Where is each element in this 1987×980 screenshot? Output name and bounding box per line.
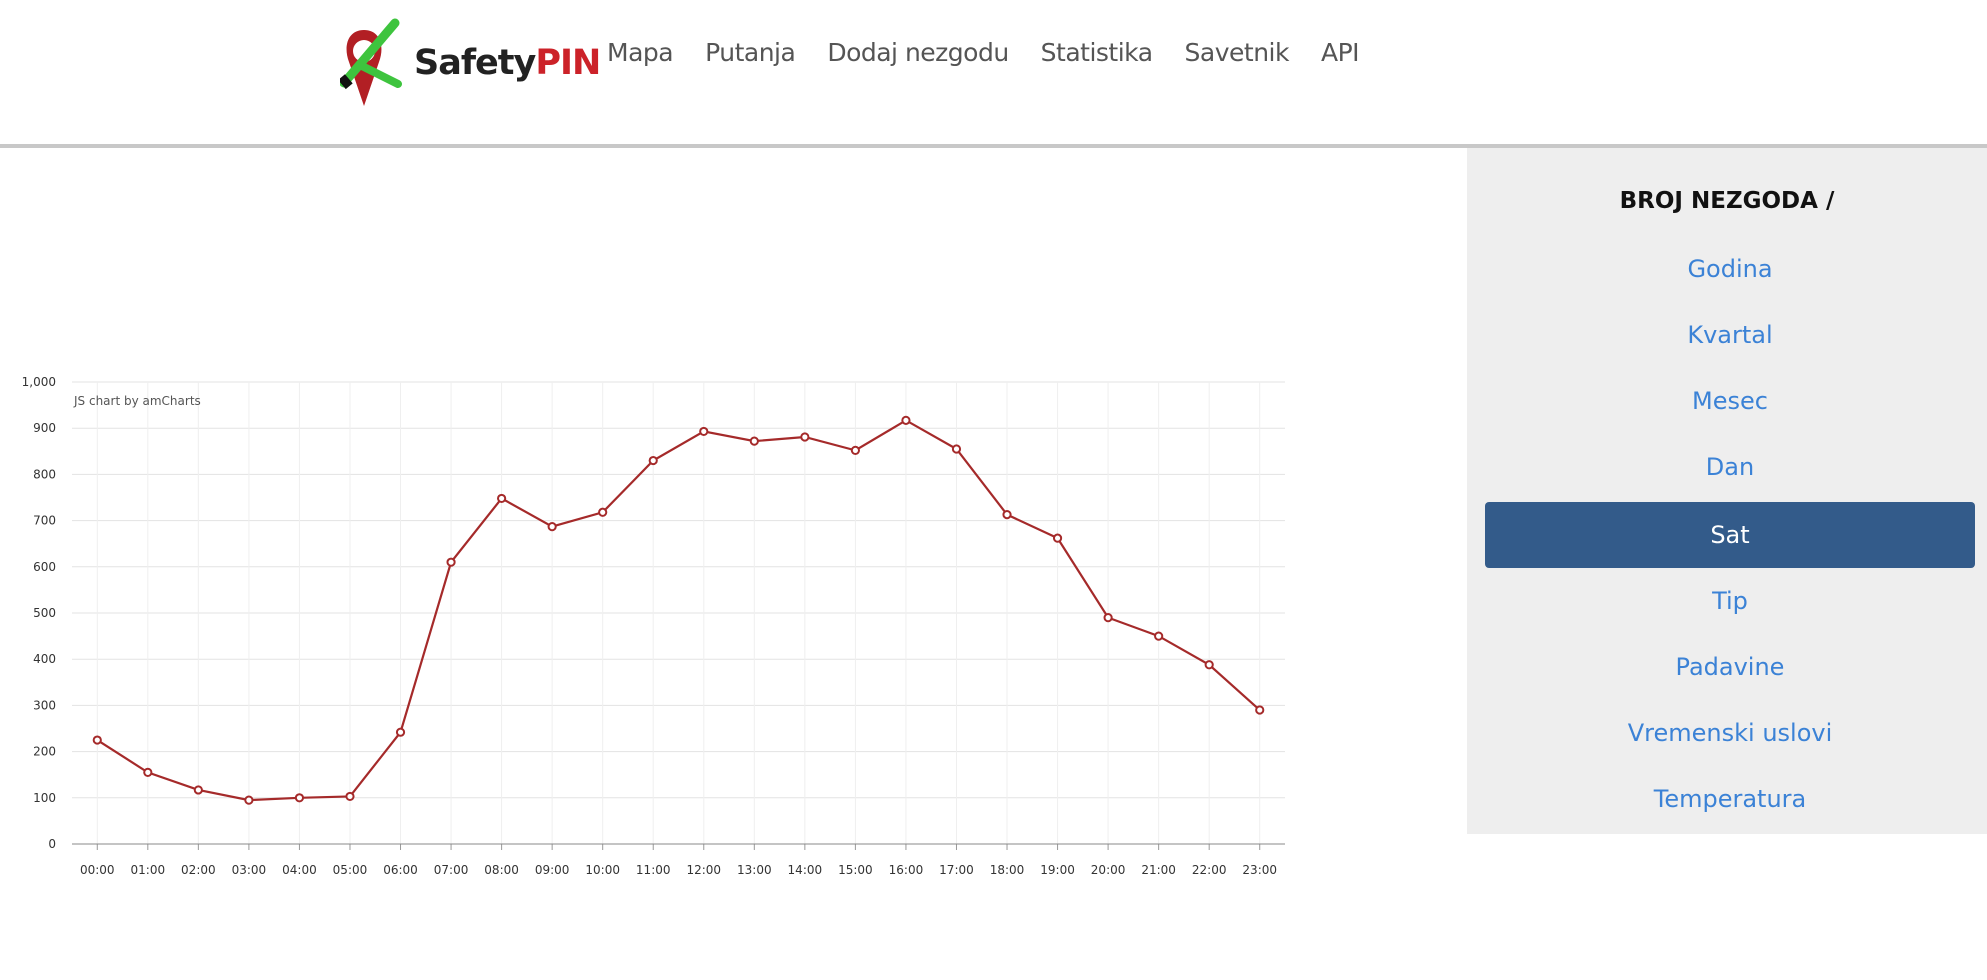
chart-credit: JS chart by amCharts — [73, 394, 201, 408]
data-point — [395, 727, 406, 737]
data-point — [1103, 613, 1113, 623]
safetypin-logo-icon — [340, 18, 402, 106]
logo[interactable]: SafetyPIN — [340, 18, 601, 108]
x-tick-label: 21:00 — [1141, 863, 1176, 877]
x-tick-label: 15:00 — [838, 863, 873, 877]
x-tick-label: 16:00 — [889, 863, 924, 877]
sidebar-item-vremenski-uslovi[interactable]: Vremenski uslovi — [1627, 719, 1833, 747]
nav-statistika[interactable]: Statistika — [1040, 38, 1153, 67]
x-tick-label: 17:00 — [939, 863, 974, 877]
sidebar-item-padavine[interactable]: Padavine — [1675, 653, 1785, 681]
data-point — [1154, 631, 1164, 641]
y-tick-label: 300 — [33, 698, 56, 712]
y-tick-label: 1,000 — [22, 375, 56, 389]
data-point — [1052, 533, 1063, 543]
x-tick-label: 02:00 — [181, 863, 216, 877]
x-tick-label: 04:00 — [282, 863, 317, 877]
data-point — [497, 493, 507, 504]
main-nav: Mapa Putanja Dodaj nezgodu Statistika Sa… — [607, 38, 1391, 67]
nav-putanja[interactable]: Putanja — [705, 38, 796, 67]
logo-text: SafetyPIN — [414, 43, 601, 83]
x-tick-label: 13:00 — [737, 863, 772, 877]
sidebar-item-dan[interactable]: Dan — [1705, 453, 1755, 481]
nav-savetnik[interactable]: Savetnik — [1184, 38, 1290, 67]
nav-dodaj-nezgodu[interactable]: Dodaj nezgodu — [827, 38, 1009, 67]
y-tick-label: 200 — [33, 745, 56, 759]
x-tick-label: 07:00 — [434, 863, 469, 877]
y-tick-label: 900 — [33, 421, 56, 435]
data-point — [800, 432, 810, 442]
nav-mapa[interactable]: Mapa — [607, 38, 674, 67]
y-tick-label: 500 — [33, 606, 56, 620]
x-tick-label: 00:00 — [80, 863, 115, 877]
y-tick-label: 0 — [48, 837, 56, 851]
sidebar-item-tip[interactable]: Tip — [1712, 587, 1748, 615]
data-point — [598, 507, 608, 517]
sidebar-item-godina[interactable]: Godina — [1687, 255, 1773, 283]
header-divider — [0, 144, 1987, 148]
x-tick-label: 19:00 — [1040, 863, 1075, 877]
sidebar-item-temperatura[interactable]: Temperatura — [1653, 785, 1807, 813]
data-point — [345, 791, 355, 802]
header: SafetyPIN Mapa Putanja Dodaj nezgodu Sta… — [0, 0, 1987, 145]
data-point — [1002, 509, 1012, 520]
statistics-sidebar: BROJ NEZGODA / Godina Kvartal Mesec Dan … — [1467, 148, 1987, 834]
x-tick-label: 12:00 — [686, 863, 721, 877]
data-point — [951, 444, 962, 454]
data-point — [294, 793, 305, 803]
logo-text-pin: PIN — [535, 43, 601, 83]
data-point — [749, 436, 759, 446]
x-tick-label: 05:00 — [333, 863, 368, 877]
sidebar-item-mesec[interactable]: Mesec — [1692, 387, 1768, 415]
data-point — [901, 415, 911, 425]
x-tick-label: 10:00 — [585, 863, 620, 877]
y-tick-label: 700 — [33, 514, 56, 528]
x-tick-label: 11:00 — [636, 863, 671, 877]
data-point — [143, 767, 153, 777]
sidebar-title: BROJ NEZGODA / — [1619, 188, 1835, 214]
series-line — [96, 419, 1261, 802]
y-tick-label: 100 — [33, 791, 56, 805]
x-tick-label: 22:00 — [1192, 863, 1227, 877]
sidebar-item-kvartal[interactable]: Kvartal — [1687, 321, 1773, 349]
x-tick-label: 01:00 — [131, 863, 166, 877]
y-tick-label: 600 — [33, 560, 56, 574]
data-point — [1204, 660, 1214, 670]
y-tick-label: 400 — [33, 652, 56, 666]
accidents-by-hour-chart: 0 100 200 300 400 500 600 700 800 900 1,000 00:00 01… — [22, 375, 1285, 877]
nav-api[interactable]: API — [1320, 38, 1360, 67]
data-point — [92, 735, 102, 745]
logo-text-safety: Safety — [414, 43, 536, 83]
x-tick-label: 06:00 — [383, 863, 418, 877]
y-tick-label: 800 — [33, 467, 56, 481]
data-point — [244, 795, 254, 805]
x-tick-label: 20:00 — [1091, 863, 1126, 877]
x-tick-label: 03:00 — [232, 863, 267, 877]
data-point — [699, 426, 709, 437]
sidebar-item-sat[interactable]: Sat — [1485, 502, 1975, 568]
data-point — [547, 522, 557, 532]
x-tick-label: 09:00 — [535, 863, 570, 877]
data-point — [850, 445, 860, 455]
data-point — [1255, 705, 1265, 715]
x-tick-label: 23:00 — [1242, 863, 1277, 877]
x-tick-label: 14:00 — [788, 863, 823, 877]
chart-container: 0 100 200 300 400 500 600 700 800 900 1,000 00:00 01… — [0, 360, 1300, 900]
data-point — [446, 557, 456, 567]
data-point — [193, 785, 203, 795]
x-tick-label: 18:00 — [990, 863, 1025, 877]
x-tick-label: 08:00 — [484, 863, 519, 877]
data-point — [648, 455, 658, 466]
